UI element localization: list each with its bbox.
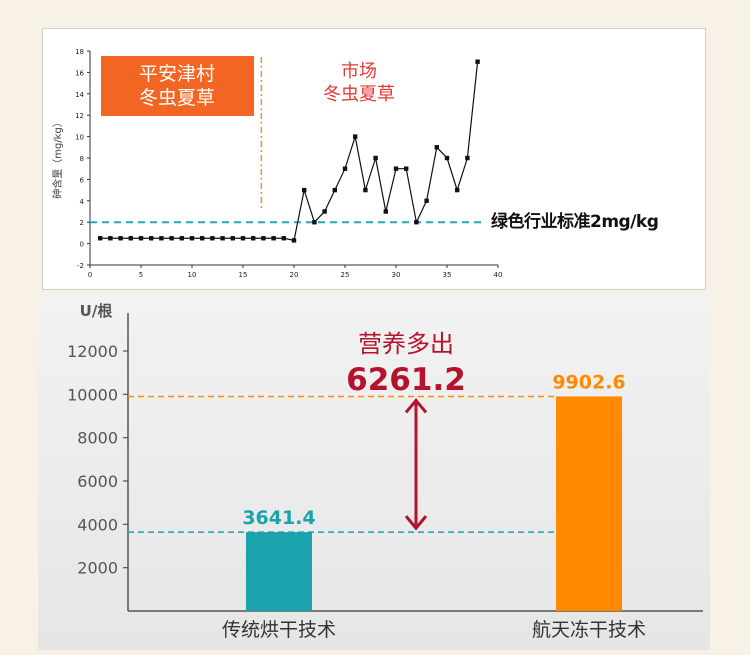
y-tick-label: 2: [80, 219, 84, 227]
nutrition-bar-chart-panel: U/根 2000 4000 6000 8000 10000 12000 3641.4 传统烘干技…: [38, 293, 710, 650]
data-point: [98, 236, 103, 241]
data-point: [465, 155, 470, 161]
data-point: [404, 166, 409, 171]
annotation-box: [101, 56, 254, 116]
data-point: [261, 236, 266, 241]
data-point: [291, 238, 297, 243]
data-point: [322, 209, 327, 214]
data-point: [393, 166, 399, 171]
data-point: [179, 236, 184, 241]
data-point: [434, 145, 439, 150]
data-point: [240, 236, 246, 241]
difference-arrowhead-up: [404, 398, 428, 414]
arsenic-line-chart: -2 0 2 4 6 8 10 12 14 16 18 0 5 10 15 20 25 30 35 40 砷含量（mg/…: [51, 48, 659, 279]
data-point: [149, 236, 154, 241]
x-tick-label: 35: [443, 271, 452, 279]
nutrition-bar-chart: U/根 2000 4000 6000 8000 10000 12000 3641.4 传统烘干技…: [38, 293, 710, 650]
bar-value-label: 3641.4: [242, 507, 315, 529]
data-point: [108, 236, 113, 241]
y-tick-label: 16: [75, 69, 84, 77]
data-point: [128, 236, 133, 241]
y-tick-label: 8: [80, 155, 84, 163]
x-tick-label: 40: [494, 271, 503, 279]
annotation-box-text: 平安津村: [139, 63, 215, 85]
x-category-label: 传统烘干技术: [222, 619, 336, 641]
data-point: [353, 134, 358, 139]
data-point: [302, 187, 307, 193]
y-tick-label: 10000: [67, 385, 118, 404]
data-point: [342, 166, 348, 171]
difference-arrowhead-down: [404, 515, 428, 531]
annotation-box-text: 冬虫夏草: [139, 87, 215, 109]
y-tick-label: 4000: [77, 515, 118, 534]
data-point: [383, 209, 388, 214]
y-tick-label: 0: [80, 241, 84, 249]
y-axis-unit: U/根: [80, 302, 113, 320]
data-point: [159, 236, 164, 241]
y-tick-label: -2: [77, 262, 84, 270]
data-point: [363, 187, 368, 193]
y-axis-title: 砷含量（mg/kg）: [51, 117, 64, 199]
x-category-label: 航天冻干技术: [532, 619, 646, 641]
y-tick-label: 4: [80, 198, 85, 206]
y-tick-label: 10: [75, 134, 84, 142]
bar-value-label: 9902.6: [552, 371, 625, 393]
data-point: [312, 220, 317, 225]
data-point: [200, 236, 205, 241]
data-point: [230, 236, 235, 241]
x-tick-label: 30: [392, 271, 401, 279]
data-point: [414, 220, 419, 225]
y-tick-label: 6: [80, 176, 85, 184]
x-tick-label: 10: [188, 271, 197, 279]
x-tick-label: 25: [341, 271, 350, 279]
x-tick-label: 0: [88, 271, 92, 279]
data-point: [271, 236, 276, 241]
data-point: [169, 236, 174, 241]
y-tick-label: 6000: [77, 472, 118, 491]
reference-line-label: 绿色行业标准2mg/kg: [491, 211, 658, 232]
data-point: [220, 236, 225, 241]
data-point: [332, 187, 337, 193]
data-point: [251, 236, 256, 241]
data-point: [444, 155, 450, 161]
x-tick-label: 20: [290, 271, 299, 279]
y-tick-label: 14: [75, 91, 84, 99]
data-point: [373, 155, 378, 161]
y-tick-label: 12000: [67, 342, 118, 361]
y-tick-label: 8000: [77, 429, 118, 448]
x-tick-label: 15: [239, 271, 248, 279]
annotation-value: 6261.2: [346, 362, 466, 398]
y-tick-label: 2000: [77, 559, 118, 578]
y-tick-label: 12: [75, 112, 84, 120]
annotation-title: 营养多出: [358, 330, 454, 358]
data-point: [210, 236, 215, 241]
data-point: [281, 236, 286, 241]
data-point: [189, 236, 195, 241]
annotation-text: 市场: [341, 61, 377, 82]
y-tick-label: 18: [75, 48, 84, 56]
data-point: [475, 59, 480, 64]
bar: [556, 396, 622, 611]
data-point: [424, 198, 429, 203]
data-point: [118, 236, 123, 241]
data-point: [138, 236, 144, 241]
data-point: [455, 187, 460, 193]
bar: [246, 532, 312, 611]
arsenic-chart-panel: -2 0 2 4 6 8 10 12 14 16 18 0 5 10 15 20 25 30 35 40 砷含量（mg/…: [42, 28, 706, 290]
annotation-text: 冬虫夏草: [323, 84, 395, 105]
x-tick-label: 5: [139, 271, 143, 279]
